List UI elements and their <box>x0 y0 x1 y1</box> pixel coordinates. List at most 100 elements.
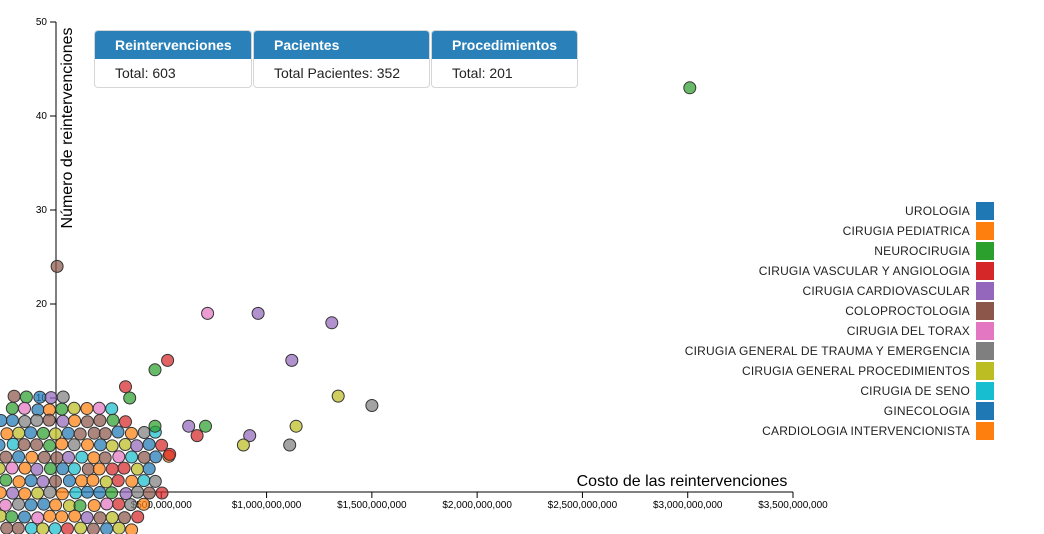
data-point <box>55 510 69 524</box>
data-point <box>87 499 101 512</box>
data-point <box>236 438 250 452</box>
data-point <box>105 511 119 524</box>
pacientes-panel: Pacientes Total Pacientes: 352 <box>253 30 430 88</box>
data-point <box>130 462 144 476</box>
data-point <box>331 389 345 403</box>
data-point <box>148 474 162 488</box>
data-point <box>148 363 162 377</box>
data-point <box>112 497 126 511</box>
data-point <box>50 451 64 465</box>
data-point <box>163 447 177 461</box>
data-point <box>67 438 81 452</box>
data-point <box>92 401 106 415</box>
data-point <box>87 451 101 465</box>
data-point <box>24 521 38 534</box>
data-point <box>67 401 81 415</box>
data-point <box>6 437 20 451</box>
data-point <box>69 486 83 500</box>
data-point <box>80 415 94 429</box>
data-point <box>68 509 82 523</box>
data-point <box>99 475 113 489</box>
data-point <box>285 353 299 367</box>
x-tick-label: $3,500,000,000 <box>758 500 828 511</box>
data-point <box>98 427 112 441</box>
data-point <box>251 306 265 320</box>
legend-swatch <box>976 262 994 280</box>
data-point <box>0 521 14 534</box>
data-point <box>36 522 50 534</box>
panel-title: Reintervenciones <box>95 31 251 59</box>
data-point <box>18 401 31 415</box>
data-point <box>49 427 62 441</box>
data-point <box>17 438 31 452</box>
data-point <box>18 415 32 428</box>
data-point <box>190 429 204 443</box>
data-point <box>75 450 89 464</box>
data-point <box>5 510 19 524</box>
data-point <box>0 438 6 452</box>
legend-label: GINECOLOGIA <box>884 404 970 418</box>
legend-label: COLOPROCTOLOGIA <box>845 304 970 318</box>
data-point <box>80 511 94 525</box>
data-point <box>137 426 151 439</box>
y-tick-label: 20 <box>36 299 48 310</box>
data-point <box>49 498 63 512</box>
data-point <box>100 522 114 534</box>
data-point <box>86 473 100 487</box>
data-point <box>137 497 151 511</box>
data-point <box>30 413 44 427</box>
data-point <box>30 462 44 476</box>
data-point <box>80 485 94 499</box>
data-point <box>24 498 38 512</box>
data-point <box>124 498 138 512</box>
data-point <box>67 462 81 476</box>
data-point <box>0 486 7 500</box>
data-point <box>18 510 31 524</box>
data-point <box>42 413 56 427</box>
legend-swatch <box>976 362 994 380</box>
data-point <box>75 474 89 488</box>
data-point <box>37 497 51 511</box>
data-point <box>49 474 62 488</box>
data-point <box>117 461 131 475</box>
legend-label: CIRUGIA CARDIOVASCULAR <box>802 284 970 298</box>
data-point <box>81 438 94 452</box>
data-point <box>56 462 70 476</box>
data-point <box>142 486 156 500</box>
y-tick-label: 40 <box>36 111 48 122</box>
data-point <box>124 426 138 440</box>
data-point <box>125 474 139 488</box>
data-point <box>119 415 132 429</box>
y-tick-label: 30 <box>36 205 48 216</box>
data-point <box>55 487 69 501</box>
data-point <box>24 474 38 488</box>
data-point <box>56 390 70 404</box>
data-point <box>73 499 87 513</box>
data-point <box>5 401 19 415</box>
data-point <box>142 437 156 451</box>
panel-value: Total: 201 <box>452 65 513 81</box>
legend-label: CIRUGIA VASCULAR Y ANGIOLOGIA <box>759 264 970 278</box>
data-point <box>118 438 132 451</box>
data-point <box>119 487 133 501</box>
data-point <box>55 437 69 451</box>
data-point <box>149 450 163 464</box>
panel-value: Total Pacientes: 352 <box>274 65 401 81</box>
data-point <box>81 462 95 476</box>
data-point <box>137 450 151 464</box>
data-point <box>119 380 132 394</box>
data-point <box>12 450 26 464</box>
legend-swatch <box>976 422 994 440</box>
data-point <box>80 402 94 415</box>
legend-label: CIRUGIA GENERAL DE TRAUMA Y EMERGENCIA <box>685 344 970 358</box>
data-point <box>0 427 14 441</box>
data-point <box>148 419 162 433</box>
data-point <box>0 461 6 475</box>
panel-value: Total: 603 <box>115 65 176 81</box>
data-point <box>37 450 51 464</box>
panel-title: Pacientes <box>254 31 429 59</box>
data-point <box>155 438 169 452</box>
data-point <box>50 259 64 273</box>
data-point <box>0 450 13 464</box>
data-point <box>289 419 303 433</box>
